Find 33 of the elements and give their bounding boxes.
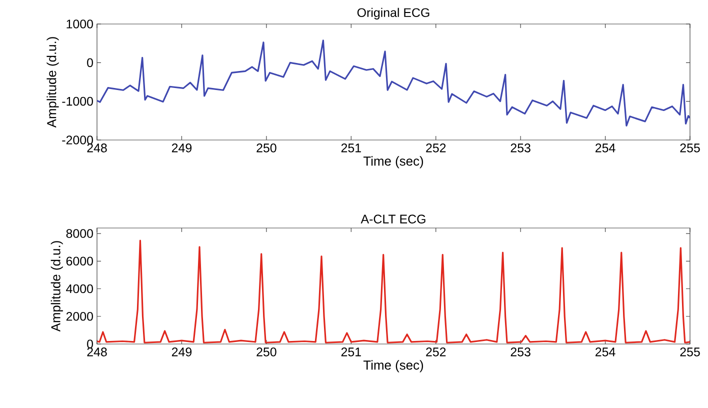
chart-title: A-CLT ECG	[360, 214, 426, 224]
x-tick-label: 255	[680, 348, 700, 356]
x-tick-label: 253	[510, 144, 530, 152]
line-series	[97, 240, 690, 344]
y-tick-label: 4000	[66, 284, 93, 294]
x-tick-label: 253	[510, 348, 530, 356]
x-axis-title: Time (sec)	[363, 360, 424, 372]
x-tick-label: 252	[426, 144, 446, 152]
x-tick-label: 248	[87, 144, 107, 152]
y-tick-label: 1000	[66, 20, 93, 28]
y-tick-label: 0	[87, 340, 93, 348]
y-tick-label: -2000	[62, 136, 93, 144]
x-tick-label: 249	[172, 348, 192, 356]
x-tick-label: 254	[596, 348, 616, 356]
y-tick-label: 0	[87, 58, 93, 68]
y-axis-title: Amplitude (d.u.)	[46, 37, 59, 128]
x-tick-label: 255	[680, 144, 700, 152]
line-series	[97, 40, 690, 126]
y-tick-label: 2000	[66, 312, 93, 321]
x-tick-label: 254	[596, 144, 616, 152]
x-tick-label: 249	[172, 144, 192, 152]
y-tick-label: 8000	[66, 229, 93, 238]
x-axis-title: Time (sec)	[363, 156, 424, 168]
y-axis-title: Amplitude (d.u.)	[50, 241, 63, 332]
x-tick-label: 250	[256, 348, 276, 356]
y-tick-label: 6000	[66, 256, 93, 266]
x-tick-label: 251	[341, 144, 361, 152]
x-tick-label: 251	[341, 348, 361, 356]
x-tick-label: 252	[426, 348, 446, 356]
y-tick-label: -1000	[62, 96, 93, 106]
x-tick-label: 248	[87, 348, 107, 356]
x-tick-label: 250	[256, 144, 276, 152]
chart-title: Original ECG	[357, 8, 430, 20]
